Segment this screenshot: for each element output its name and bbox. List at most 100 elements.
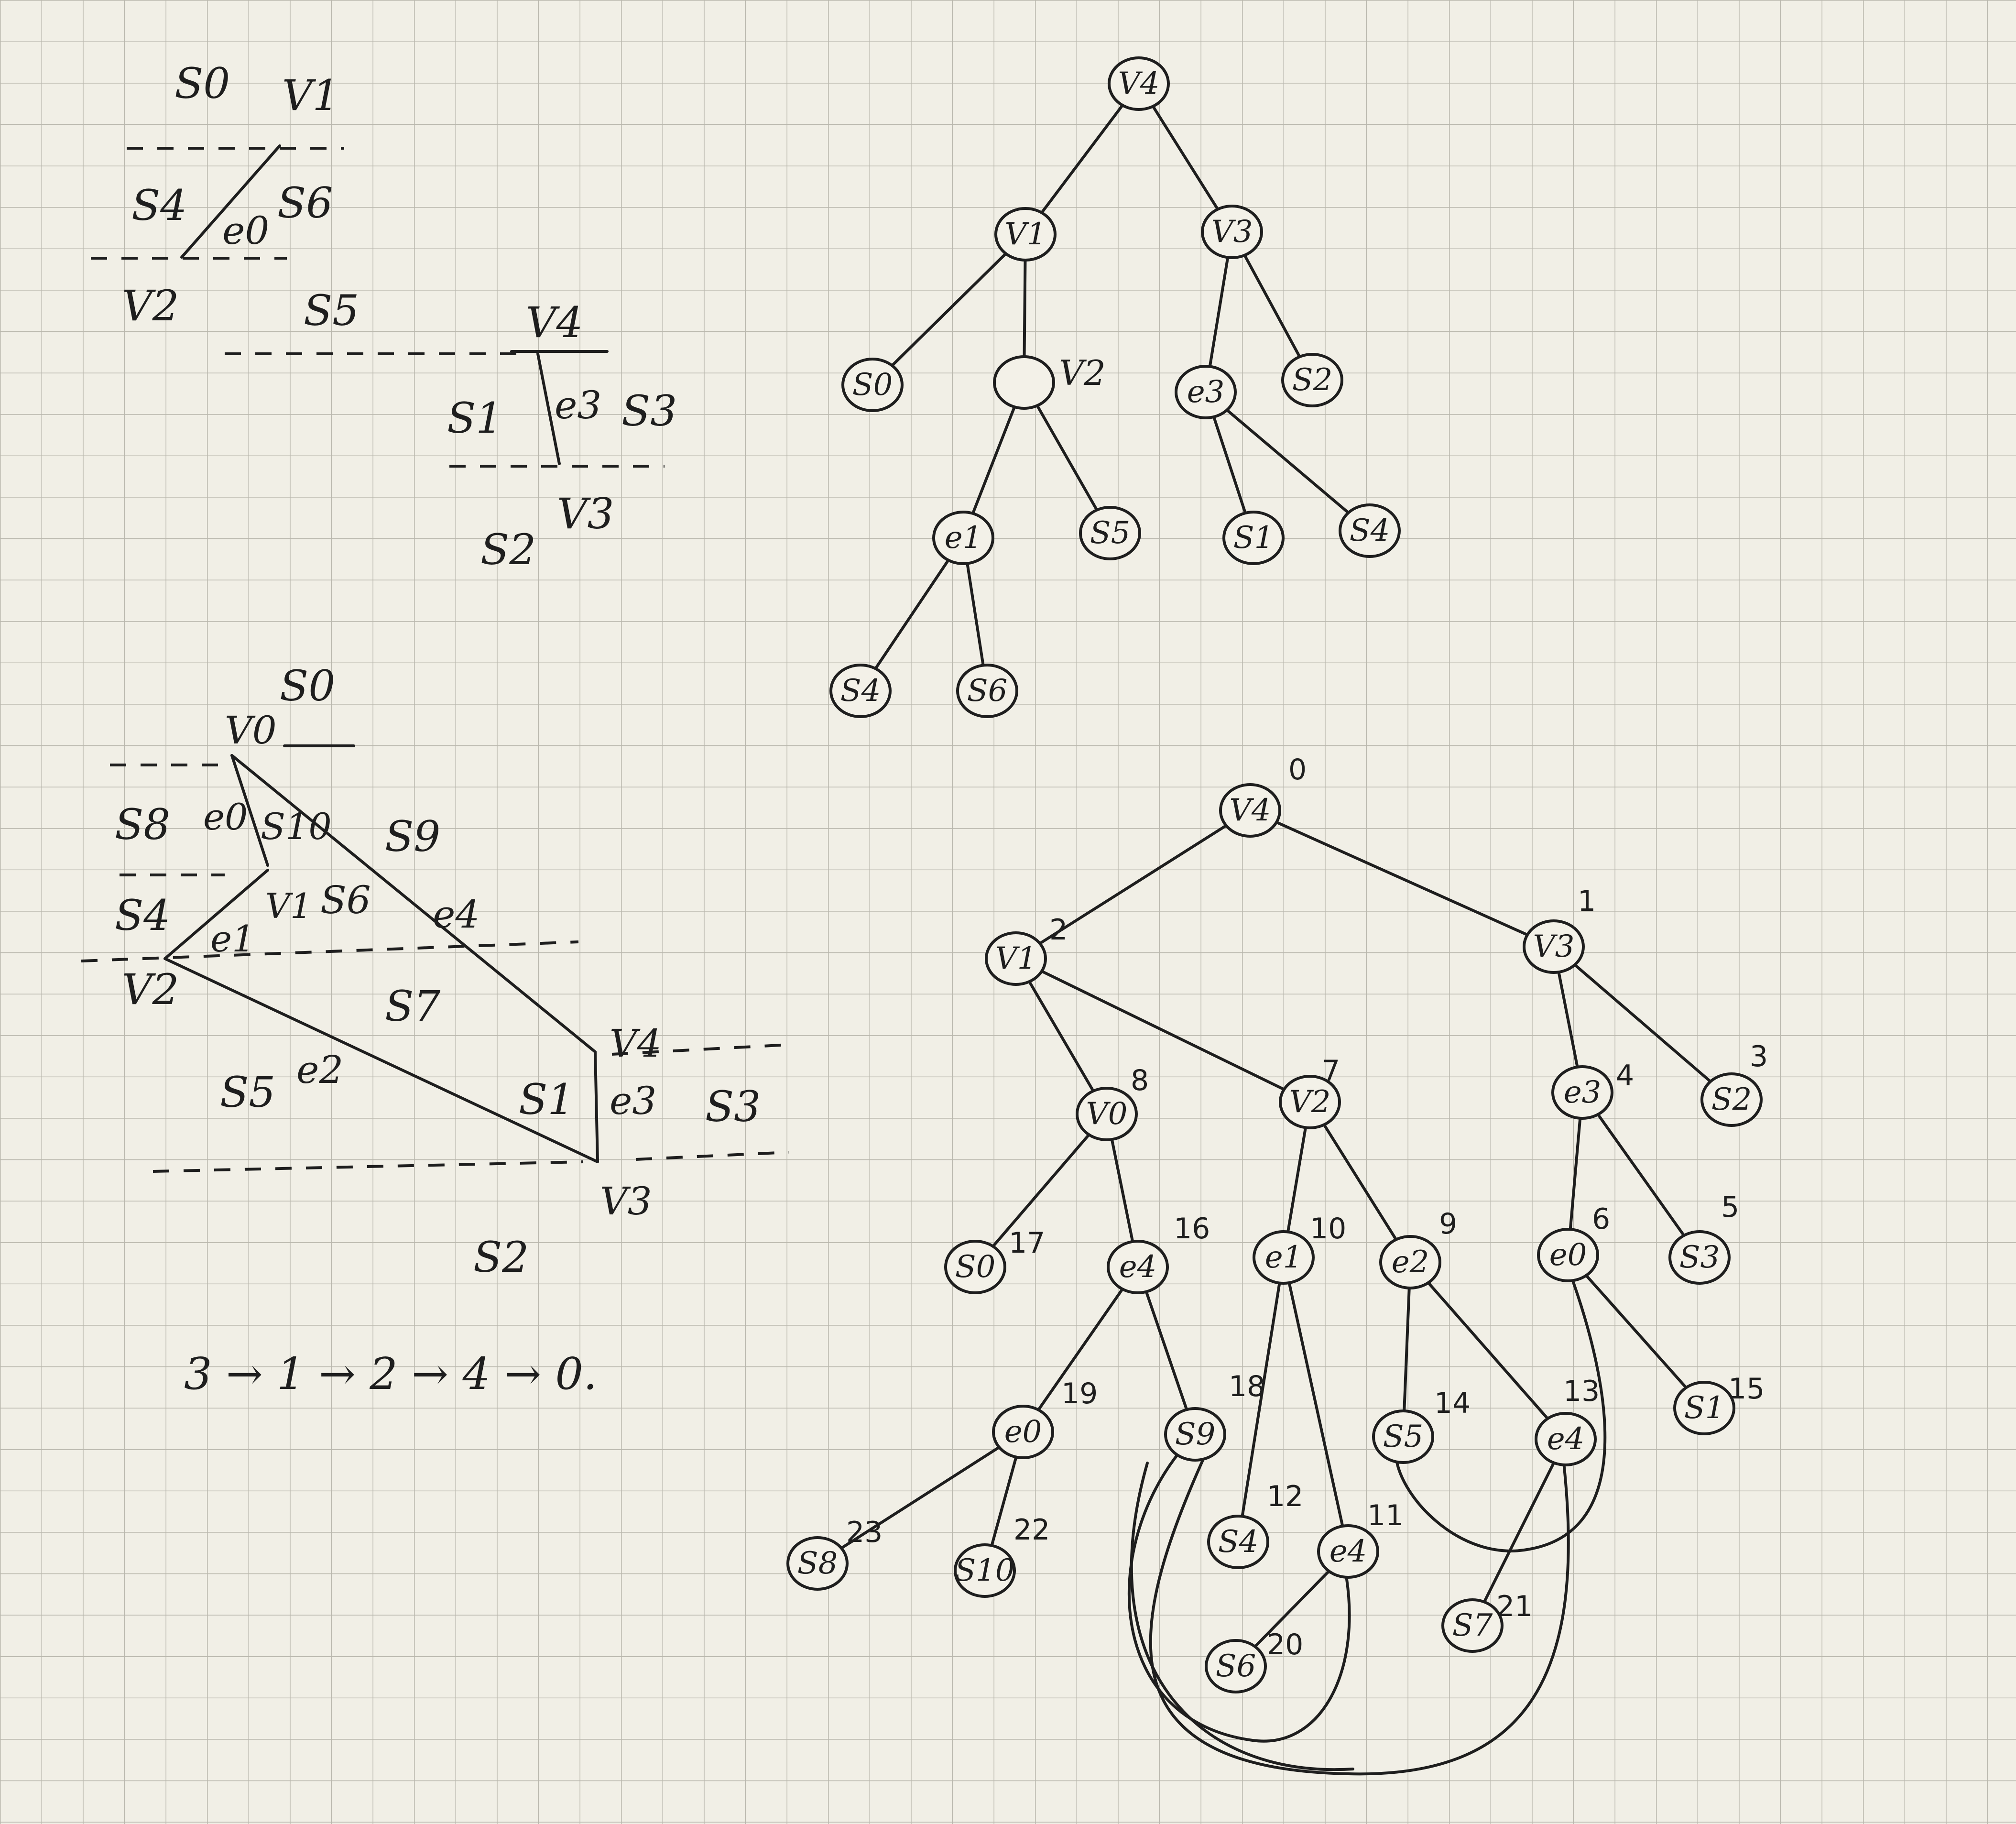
order-number: 2 [1049, 913, 1068, 947]
node-label: e4 [1547, 1421, 1585, 1457]
vertex-label: V1 [265, 886, 312, 926]
vertex-label: V1 [282, 71, 339, 120]
tree-node: S1 [1673, 1381, 1735, 1435]
tree-edge [1409, 1261, 1567, 1441]
edge-label: e4 [433, 892, 479, 937]
node-circle [932, 511, 994, 565]
region-label: S8 [115, 800, 170, 849]
node-label: S2 [1292, 362, 1333, 398]
tree-node: S2 [1281, 353, 1343, 407]
node-label: V3 [1533, 929, 1575, 964]
node-label: S4 [1350, 513, 1390, 548]
node-circle [1379, 1235, 1441, 1289]
tree-edge [1014, 957, 1108, 1115]
node-label: V3 [1211, 214, 1253, 250]
region-label: S7 [385, 982, 440, 1031]
order-number: 22 [1013, 1513, 1050, 1547]
tree-edge [1552, 945, 1733, 1101]
node-circle [993, 355, 1055, 410]
tree-back-link [1149, 1454, 1570, 1776]
node-label: V4 [1230, 793, 1271, 828]
tree-node: S6 [956, 664, 1018, 718]
edge-e0-segment [180, 144, 281, 259]
edge-label: e3 [555, 383, 601, 427]
tree-edge [1024, 82, 1140, 236]
node-circle [1108, 56, 1170, 111]
node-label: S4 [1218, 1524, 1259, 1560]
region-label: S5 [220, 1068, 275, 1117]
tree-edge [974, 1113, 1108, 1268]
tree-edge [1204, 391, 1371, 532]
region-label: S4 [115, 891, 170, 940]
node-circle [841, 358, 904, 412]
order-number: 1 [1578, 885, 1596, 918]
node-label: V4 [1118, 66, 1160, 101]
tree-node: e0 [992, 1405, 1054, 1459]
node-label: S3 [1679, 1240, 1720, 1275]
diagram-1: S0 V1 S4 e0 S6 V2 S5 V4 S1 e3 S3 V3 S2 [91, 59, 677, 574]
node-circle [956, 664, 1018, 718]
node-label: S9 [1175, 1417, 1216, 1452]
node-label: S5 [1090, 515, 1131, 551]
tree-node: S9 [1164, 1407, 1226, 1462]
region-label: S6 [320, 878, 371, 922]
tree-back-link [1395, 1273, 1607, 1552]
region-label: S0 [280, 661, 335, 710]
region-label: S10 [261, 805, 332, 848]
tree-edge [1581, 1091, 1701, 1259]
vertex-label: V3 [600, 1179, 652, 1223]
node-circle [954, 1543, 1016, 1598]
tree-node: e4 [1535, 1412, 1597, 1466]
edge-label: e0 [203, 796, 248, 838]
tree-edge [1471, 1438, 1567, 1627]
node-label: S2 [1711, 1082, 1752, 1117]
node-circle [1535, 1412, 1597, 1466]
region-label: S3 [705, 1082, 761, 1131]
node-label: e4 [1119, 1249, 1157, 1285]
node-label: S1 [1233, 520, 1274, 556]
tree-node: S0 [944, 1240, 1006, 1294]
vertex-label: V2 [122, 965, 179, 1014]
node-label: e1 [1265, 1240, 1303, 1275]
tree-node: S6 [1205, 1639, 1267, 1693]
tree-edge [1022, 1266, 1139, 1433]
vertex-label: V2 [122, 281, 179, 330]
node-label: S6 [1216, 1649, 1256, 1684]
tree-back-link [1128, 1452, 1351, 1743]
edge-e4-segment [230, 754, 597, 1053]
node-circle [1253, 1230, 1315, 1285]
node-circle [1700, 1072, 1763, 1127]
tree-edge [1282, 1256, 1350, 1553]
edge-e3-segment [594, 1050, 599, 1163]
node-circle [944, 1240, 1006, 1294]
node-circle [1372, 1409, 1434, 1464]
region-label: S2 [473, 1233, 529, 1282]
order-number: 7 [1322, 1054, 1340, 1088]
node-label: e3 [1564, 1075, 1602, 1110]
order-number: 23 [846, 1516, 883, 1549]
tree-node: e4 [1317, 1524, 1379, 1579]
region-label: S1 [519, 1075, 574, 1124]
node-circle [985, 931, 1047, 986]
order-number: 11 [1367, 1499, 1404, 1532]
order-number: 17 [1009, 1226, 1045, 1260]
tree-edge [1136, 1266, 1197, 1436]
edge-label: e2 [296, 1048, 343, 1092]
node-circle [786, 1536, 849, 1591]
edge-label: e1 [210, 917, 255, 960]
tree-2: V4 V1 V3 V0 V2 e3 S2 S0 e4 e1 e2 e0 S3 e0 S9 S5 e4 S1 S8 S1… [786, 753, 1768, 1776]
tree-node: V1 [994, 207, 1057, 262]
tree-node: S1 [1222, 511, 1285, 565]
region-label: S6 [277, 178, 333, 228]
node-label: S4 [840, 673, 881, 709]
tree-edge [1249, 809, 1555, 948]
node-label: S0 [955, 1249, 996, 1285]
tree-edge [1308, 1101, 1412, 1264]
tree-node [993, 355, 1055, 410]
node-circle [1537, 1228, 1599, 1282]
tree-edge [1137, 82, 1233, 233]
tree-edge [1014, 957, 1311, 1103]
diagram-2: S0 V0 S8 e0 S10 S9 S4 V1 e1 S6 e4 V2 S7 … [81, 661, 789, 1282]
tree-node: S4 [1207, 1515, 1269, 1569]
order-number: 15 [1728, 1372, 1765, 1406]
